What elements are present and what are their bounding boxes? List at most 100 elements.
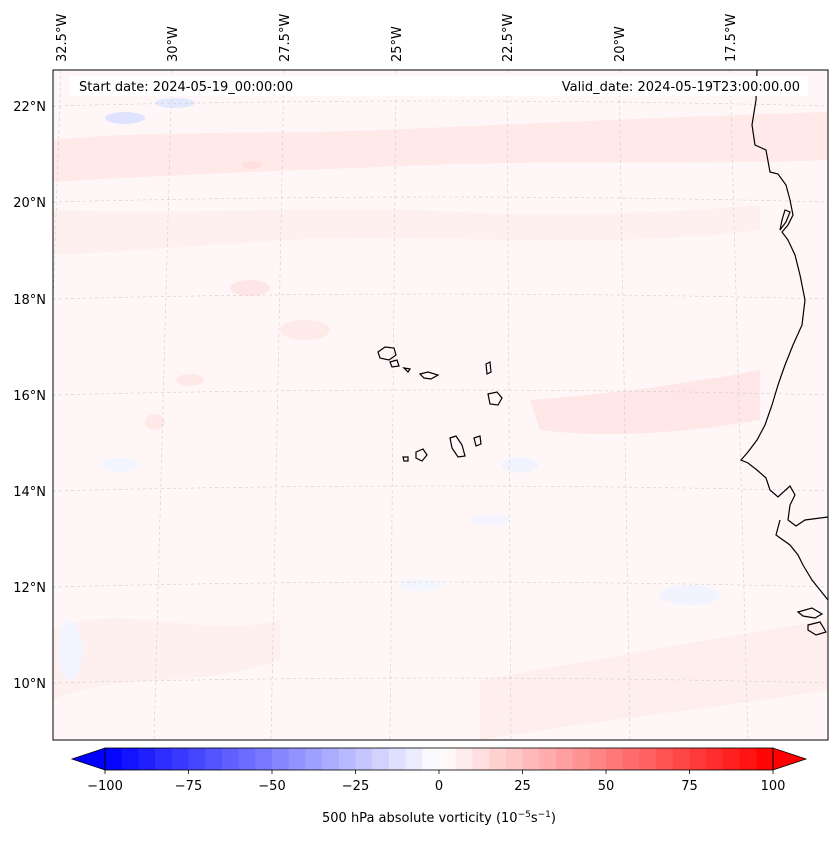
colorbar-swatch bbox=[656, 748, 674, 770]
positive-vorticity-patch bbox=[242, 161, 262, 169]
colorbar-ticks: −100 −75 −50 −25 0 25 50 75 100 bbox=[87, 770, 785, 794]
negative-vorticity-patch bbox=[660, 585, 720, 605]
longitude-label: 20°W bbox=[613, 26, 628, 62]
positive-vorticity-patch bbox=[230, 280, 270, 296]
vorticity-field bbox=[53, 98, 828, 740]
positive-vorticity-band bbox=[530, 370, 760, 435]
colorbar-swatch bbox=[138, 748, 156, 770]
colorbar-swatch bbox=[205, 748, 223, 770]
colorbar-swatch bbox=[171, 748, 190, 770]
colorbar-tick-label: −50 bbox=[258, 779, 285, 794]
colorbar-swatch bbox=[539, 748, 557, 770]
island-sao-vicente bbox=[389, 359, 400, 368]
colorbar-swatch bbox=[238, 748, 256, 770]
colorbar-tick-label: 0 bbox=[435, 779, 443, 794]
colorbar-swatch bbox=[322, 748, 340, 770]
colorbar-swatch bbox=[555, 748, 574, 770]
parallel-line bbox=[53, 293, 828, 300]
island-santo-antao bbox=[377, 346, 397, 361]
date-header-background bbox=[70, 76, 808, 96]
colorbar-swatch bbox=[272, 748, 290, 770]
colorbar-swatch bbox=[672, 748, 691, 770]
colorbar-swatch bbox=[305, 748, 323, 770]
colorbar-swatch bbox=[155, 748, 173, 770]
island-fogo bbox=[415, 448, 428, 462]
colorbar-tick-label: −25 bbox=[342, 779, 369, 794]
island-boa-vista bbox=[487, 391, 503, 406]
colorbar-title-exponent: −1 bbox=[538, 810, 551, 820]
colorbar-swatch bbox=[472, 748, 490, 770]
colorbar-swatch bbox=[188, 748, 206, 770]
longitude-label: 17.5°W bbox=[724, 14, 739, 62]
parallel-line bbox=[53, 485, 828, 492]
africa-coastline bbox=[740, 70, 828, 527]
colorbar-swatch bbox=[372, 748, 390, 770]
colorbar-swatch bbox=[288, 748, 306, 770]
colorbar-swatch bbox=[121, 748, 139, 770]
colorbar-tick-label: 50 bbox=[598, 779, 615, 794]
colorbar-swatch bbox=[255, 748, 273, 770]
colorbar-swatch bbox=[105, 748, 123, 770]
latitude-label: 20°N bbox=[13, 196, 46, 211]
island-santa-luzia bbox=[402, 367, 412, 373]
colorbar-swatches bbox=[105, 748, 774, 770]
colorbar-swatch bbox=[722, 748, 741, 770]
negative-vorticity-patch bbox=[102, 458, 138, 472]
gridlines bbox=[53, 70, 828, 740]
colorbar-max-extend-arrow bbox=[772, 747, 808, 771]
negative-vorticity-patch bbox=[58, 620, 82, 680]
colorbar-swatch bbox=[355, 748, 373, 770]
colorbar-swatch bbox=[639, 748, 657, 770]
negative-vorticity-patch bbox=[155, 98, 195, 108]
positive-vorticity-patch bbox=[280, 320, 330, 340]
negative-vorticity-patch bbox=[105, 112, 145, 124]
colorbar-min-extend-arrow bbox=[70, 747, 106, 771]
negative-vorticity-patch bbox=[400, 579, 440, 591]
africa-coastline bbox=[807, 621, 827, 636]
island-sal bbox=[485, 361, 492, 375]
start-date-label: Start date: 2024-05-19_00:00:00 bbox=[79, 80, 293, 95]
map-panel bbox=[52, 69, 829, 741]
positive-vorticity-band bbox=[53, 205, 760, 255]
colorbar-swatch bbox=[338, 748, 357, 770]
negative-vorticity-patch bbox=[502, 457, 538, 473]
longitude-label: 30°W bbox=[166, 26, 181, 62]
colorbar-swatch bbox=[589, 748, 607, 770]
meridian-line bbox=[506, 70, 512, 740]
colorbar-swatch bbox=[439, 748, 457, 770]
colorbar-swatch bbox=[388, 748, 407, 770]
latitude-label: 18°N bbox=[13, 293, 46, 308]
colorbar-swatch bbox=[489, 748, 507, 770]
colorbar-swatch bbox=[455, 748, 473, 770]
meridian-line bbox=[270, 70, 285, 740]
parallel-line bbox=[53, 389, 828, 396]
colorbar-title-unit: s bbox=[531, 811, 538, 826]
parallel-line bbox=[53, 100, 828, 107]
colorbar-swatch bbox=[689, 748, 707, 770]
island-maio bbox=[473, 435, 482, 447]
latitude-label: 12°N bbox=[13, 581, 46, 596]
map-frame bbox=[52, 69, 829, 741]
meridian-line bbox=[729, 70, 749, 740]
island-sao-nicolau bbox=[418, 371, 440, 380]
colorbar-swatch bbox=[606, 748, 624, 770]
latitude-labels: 22°N 20°N 18°N 16°N 14°N 12°N 10°N bbox=[13, 100, 46, 692]
island-brava bbox=[402, 456, 409, 462]
parallel-line bbox=[53, 581, 828, 588]
positive-vorticity-band bbox=[480, 620, 828, 740]
longitude-label: 32.5°W bbox=[55, 14, 70, 62]
colorbar-swatch bbox=[706, 748, 724, 770]
date-header: Start date: 2024-05-19_00:00:00 Valid_da… bbox=[70, 76, 808, 96]
colorbar-swatch bbox=[505, 748, 524, 770]
colorbar-swatch bbox=[522, 748, 540, 770]
africa-coastline bbox=[796, 607, 824, 619]
africa-coastline bbox=[779, 209, 791, 231]
colorbar-swatch bbox=[405, 748, 423, 770]
meridian-line bbox=[389, 70, 397, 740]
colorbar-swatch bbox=[756, 748, 774, 770]
meridian-line bbox=[153, 70, 173, 740]
colorbar-tick-label: −100 bbox=[87, 779, 123, 794]
colorbar-tick-label: 100 bbox=[761, 779, 786, 794]
longitude-label: 27.5°W bbox=[278, 14, 293, 62]
